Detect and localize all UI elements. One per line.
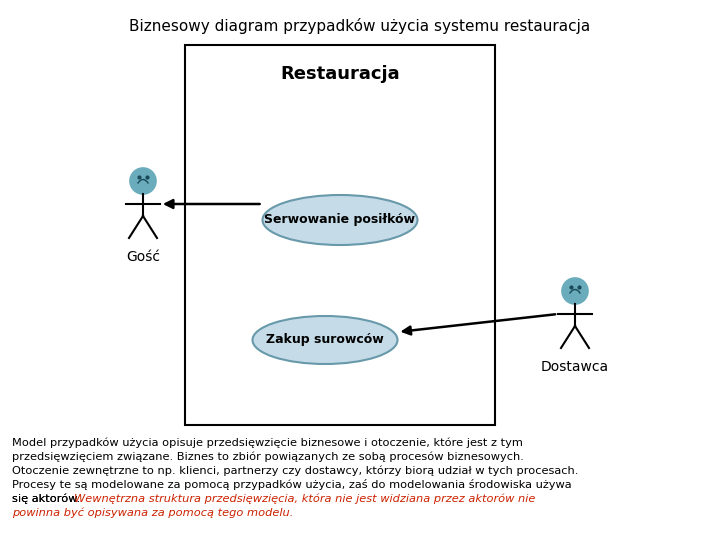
Text: przedsięwzięciem związane. Biznes to zbiór powiązanych ze sobą procesów biznesow: przedsięwzięciem związane. Biznes to zbi… [12, 451, 524, 462]
Text: Zakup surowców: Zakup surowców [266, 334, 384, 347]
Circle shape [130, 168, 156, 194]
Text: Wewnętrzna struktura przedsięwzięcia, która nie jest widziana przez aktorów nie: Wewnętrzna struktura przedsięwzięcia, kt… [74, 493, 536, 503]
Ellipse shape [253, 316, 397, 364]
Text: Serwowanie posiłków: Serwowanie posiłków [264, 213, 415, 226]
Bar [185, 45, 495, 425]
Text: Gość: Gość [126, 250, 160, 264]
Text: Procesy te są modelowane za pomocą przypadków użycia, zaś do modelowania środowi: Procesy te są modelowane za pomocą przyp… [12, 479, 572, 490]
Circle shape [562, 278, 588, 304]
Text: się aktorów.: się aktorów. [12, 493, 80, 503]
Text: Model przypadków użycia opisuje przedsięwzięcie biznesowe i otoczenie, które jes: Model przypadków użycia opisuje przedsię… [12, 437, 523, 448]
Text: Restauracja: Restauracja [280, 65, 400, 83]
Text: się aktorów.: się aktorów. [12, 493, 84, 503]
Text: Biznesowy diagram przypadków użycia systemu restauracja: Biznesowy diagram przypadków użycia syst… [130, 18, 590, 34]
Text: powinna być opisywana za pomocą tego modelu.: powinna być opisywana za pomocą tego mod… [12, 507, 293, 517]
Ellipse shape [263, 195, 418, 245]
Text: Dostawca: Dostawca [541, 360, 609, 374]
Text: Otoczenie zewnętrzne to np. klienci, partnerzy czy dostawcy, którzy biorą udział: Otoczenie zewnętrzne to np. klienci, par… [12, 465, 578, 476]
